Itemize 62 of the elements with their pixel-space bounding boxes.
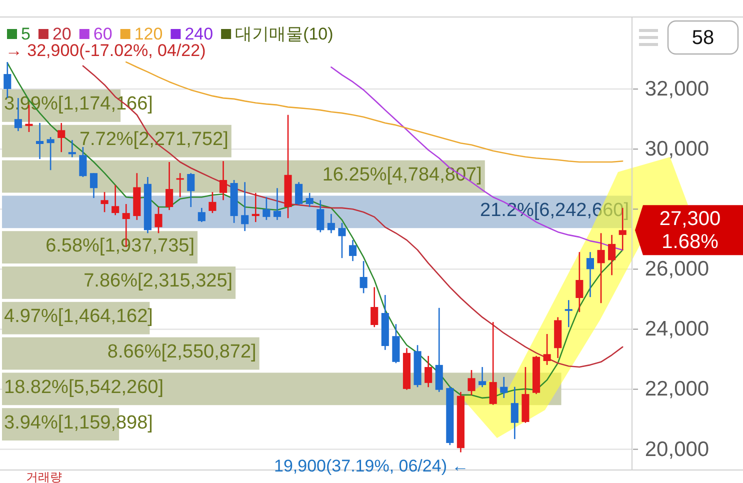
annotation: → 32,900(-17.02%, 04/22) [5, 41, 206, 60]
candlestick [187, 172, 195, 208]
candlestick [306, 192, 314, 208]
candlestick [564, 299, 572, 328]
candlestick [252, 192, 260, 223]
candlestick [58, 122, 66, 153]
candlestick [46, 136, 54, 171]
data-label: 7.86%[2,315,325] [84, 270, 233, 292]
candlestick [68, 139, 76, 158]
candlestick [370, 286, 378, 328]
text: 1.68% [662, 231, 719, 254]
candlestick [338, 222, 346, 259]
text: 거래량 [26, 470, 62, 483]
candlestick [327, 213, 335, 234]
y-tick-label: 24,000 [644, 318, 710, 341]
data-label: 8.66%[2,550,872] [107, 342, 256, 362]
y-tick-label: 30,000 [644, 138, 710, 161]
data-label: 3.94%[1,159,898] [4, 412, 153, 434]
y-tick-label: 26,000 [644, 258, 710, 281]
legend-label: 60 [93, 24, 112, 44]
candlestick [166, 161, 174, 211]
candlestick [112, 184, 120, 216]
data-label: 4.97%[1,464,162] [4, 306, 153, 328]
candlestick [349, 239, 357, 262]
legend-label: 5 [21, 24, 30, 44]
candlestick [176, 172, 184, 198]
legend-label: 120 [134, 24, 163, 44]
candlestick [586, 251, 594, 298]
candlestick [360, 260, 368, 294]
candlestick [262, 196, 270, 221]
candlestick [478, 366, 486, 388]
candlestick [100, 191, 108, 213]
legend-label: 240 [184, 24, 214, 44]
candlestick [489, 321, 497, 406]
candlestick [273, 187, 281, 221]
data-label: 18.82%[5,542,260] [4, 376, 164, 398]
legend-label: 20 [52, 24, 72, 44]
y-tick-label: 22,000 [644, 378, 710, 401]
candlestick [597, 232, 605, 304]
candlestick [295, 181, 303, 206]
candlestick [316, 199, 324, 233]
text: 대기매물(10) [235, 24, 334, 44]
candlestick [543, 333, 551, 366]
candlestick [500, 376, 508, 399]
candlestick [468, 369, 476, 396]
candlestick [424, 355, 432, 388]
candlestick [241, 181, 249, 232]
candlestick [219, 160, 228, 201]
candlestick [510, 386, 518, 440]
text: 27,300 [659, 208, 721, 230]
candlestick [90, 172, 98, 199]
annotation: 19,900(37.19%, 06/24) ← [274, 456, 469, 476]
candlestick [154, 206, 162, 234]
candlestick [208, 191, 216, 214]
y-tick-label: 20,000 [644, 438, 710, 461]
candlestick [608, 234, 616, 276]
text: 58 [692, 27, 714, 49]
data-label: 6.58%[1,937,735] [46, 235, 195, 256]
candlestick [576, 251, 584, 313]
candlestick [198, 207, 206, 223]
candlestick [36, 122, 44, 160]
y-tick-label: 32,000 [644, 78, 710, 101]
